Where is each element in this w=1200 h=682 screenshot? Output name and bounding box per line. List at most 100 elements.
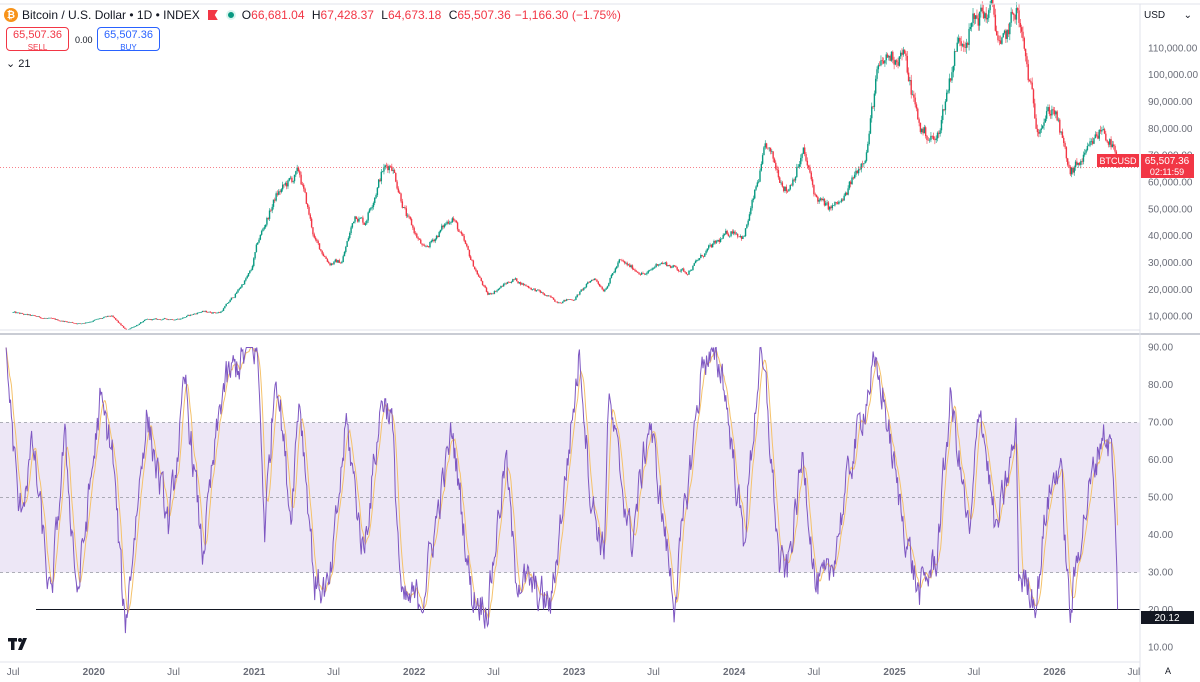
candle-body <box>726 230 728 235</box>
candle-body <box>88 322 91 323</box>
candle-body <box>288 178 290 181</box>
candle-body <box>1085 150 1087 153</box>
candle-body <box>213 312 216 313</box>
candle-body <box>769 147 772 152</box>
candle-body <box>1095 134 1098 136</box>
candle-body <box>67 322 70 323</box>
candle-body <box>517 281 519 284</box>
candle-body <box>421 243 423 245</box>
candle-body <box>443 224 446 228</box>
candle-body <box>167 319 170 321</box>
candle-body <box>573 299 576 301</box>
candle-body <box>498 287 501 289</box>
candle-body <box>755 186 757 190</box>
time-tick-label: Jul <box>647 667 660 678</box>
candle-body <box>877 65 880 70</box>
time-axis[interactable]: Jul 2020 Jul 2021 Jul 2022 Jul 2023 Jul 2024 Jul 20… <box>7 667 1141 678</box>
indicator-length-toggle[interactable]: ⌄ 21 <box>6 57 31 70</box>
candle-body <box>422 244 425 246</box>
candle-body <box>92 320 95 322</box>
candle-body <box>903 49 906 54</box>
candle-body <box>287 180 289 187</box>
candle-body <box>285 183 288 187</box>
candle-body <box>698 258 701 260</box>
candle-body <box>13 311 16 313</box>
candle-body <box>186 315 188 318</box>
candle-body <box>1080 161 1082 165</box>
candle-body <box>346 241 348 247</box>
candle-body <box>122 326 125 328</box>
candle-body <box>914 97 916 105</box>
candle-body <box>388 166 390 171</box>
candle-body <box>245 278 247 281</box>
candle-body <box>1051 109 1053 116</box>
candle-body <box>1084 152 1086 155</box>
candle-body <box>859 169 861 170</box>
candle-body <box>497 288 500 291</box>
candle-body <box>44 318 46 319</box>
flag-icon[interactable] <box>207 10 218 20</box>
candle-body <box>280 189 283 193</box>
candle-body <box>379 179 381 182</box>
candle-body <box>374 197 376 204</box>
candle-body <box>535 290 538 292</box>
candle-body <box>49 317 51 319</box>
candle-body <box>652 267 655 269</box>
candle-body <box>604 289 606 292</box>
candle-body <box>326 258 329 262</box>
candle-body <box>708 245 710 249</box>
candle-body <box>727 234 730 237</box>
legend-row: ₿ Bitcoin / U.S. Dollar • 1D • INDEX O66… <box>4 6 621 24</box>
candle-body <box>847 188 849 195</box>
candle-body <box>425 246 427 247</box>
candle-body <box>529 287 531 289</box>
candle-body <box>644 274 647 275</box>
candle-body <box>615 266 618 269</box>
autoscale-button[interactable]: A <box>1165 666 1172 676</box>
candle-body <box>29 314 31 316</box>
candle-body <box>371 206 373 209</box>
candle-body <box>731 231 734 234</box>
candle-body <box>171 319 173 320</box>
candle-body <box>831 205 834 209</box>
candle-body <box>247 273 250 277</box>
candle-body <box>66 321 68 323</box>
candle-body <box>150 319 152 321</box>
candle-body <box>974 15 977 19</box>
candle-body <box>279 191 281 193</box>
candle-body <box>154 318 156 320</box>
tradingview-logo[interactable] <box>8 637 32 655</box>
candle-body <box>142 321 145 323</box>
sell-button[interactable]: 65,507.36 SELL <box>6 27 69 52</box>
rsi-axis[interactable]: 90.00 80.00 70.00 60.00 50.00 40.00 30.00 20.00… <box>1148 343 1173 654</box>
candle-body <box>250 269 252 271</box>
candle-body <box>188 314 191 316</box>
candle-body <box>83 323 85 324</box>
candle-body <box>642 272 644 274</box>
candle-body <box>752 198 755 201</box>
candle-body <box>757 181 760 183</box>
buy-button[interactable]: 65,507.36 BUY <box>97 27 160 52</box>
candle-body <box>192 314 194 315</box>
candle-body <box>147 318 150 320</box>
candle-body <box>946 92 948 102</box>
candle-body <box>450 222 452 224</box>
candle-body <box>112 315 114 318</box>
candle-body <box>254 252 256 259</box>
candle-body <box>391 166 393 171</box>
candle-body <box>648 270 651 271</box>
symbol-title[interactable]: Bitcoin / U.S. Dollar • 1D • INDEX <box>22 8 200 22</box>
candle-body <box>635 270 638 272</box>
price-axis[interactable]: 110,000.00100,000.0090,000.0080,000.0070… <box>1148 43 1198 322</box>
time-tick-label: 2021 <box>243 667 266 678</box>
market-status-icon[interactable] <box>225 10 236 20</box>
candle-body <box>103 317 105 319</box>
candle-body <box>418 238 421 240</box>
candle-body <box>439 229 442 233</box>
currency-selector[interactable]: USD ⌄ <box>1140 6 1196 24</box>
candle-body <box>20 313 22 314</box>
candle-body <box>871 106 873 119</box>
candle-body <box>359 217 361 219</box>
candle-body <box>235 292 238 294</box>
